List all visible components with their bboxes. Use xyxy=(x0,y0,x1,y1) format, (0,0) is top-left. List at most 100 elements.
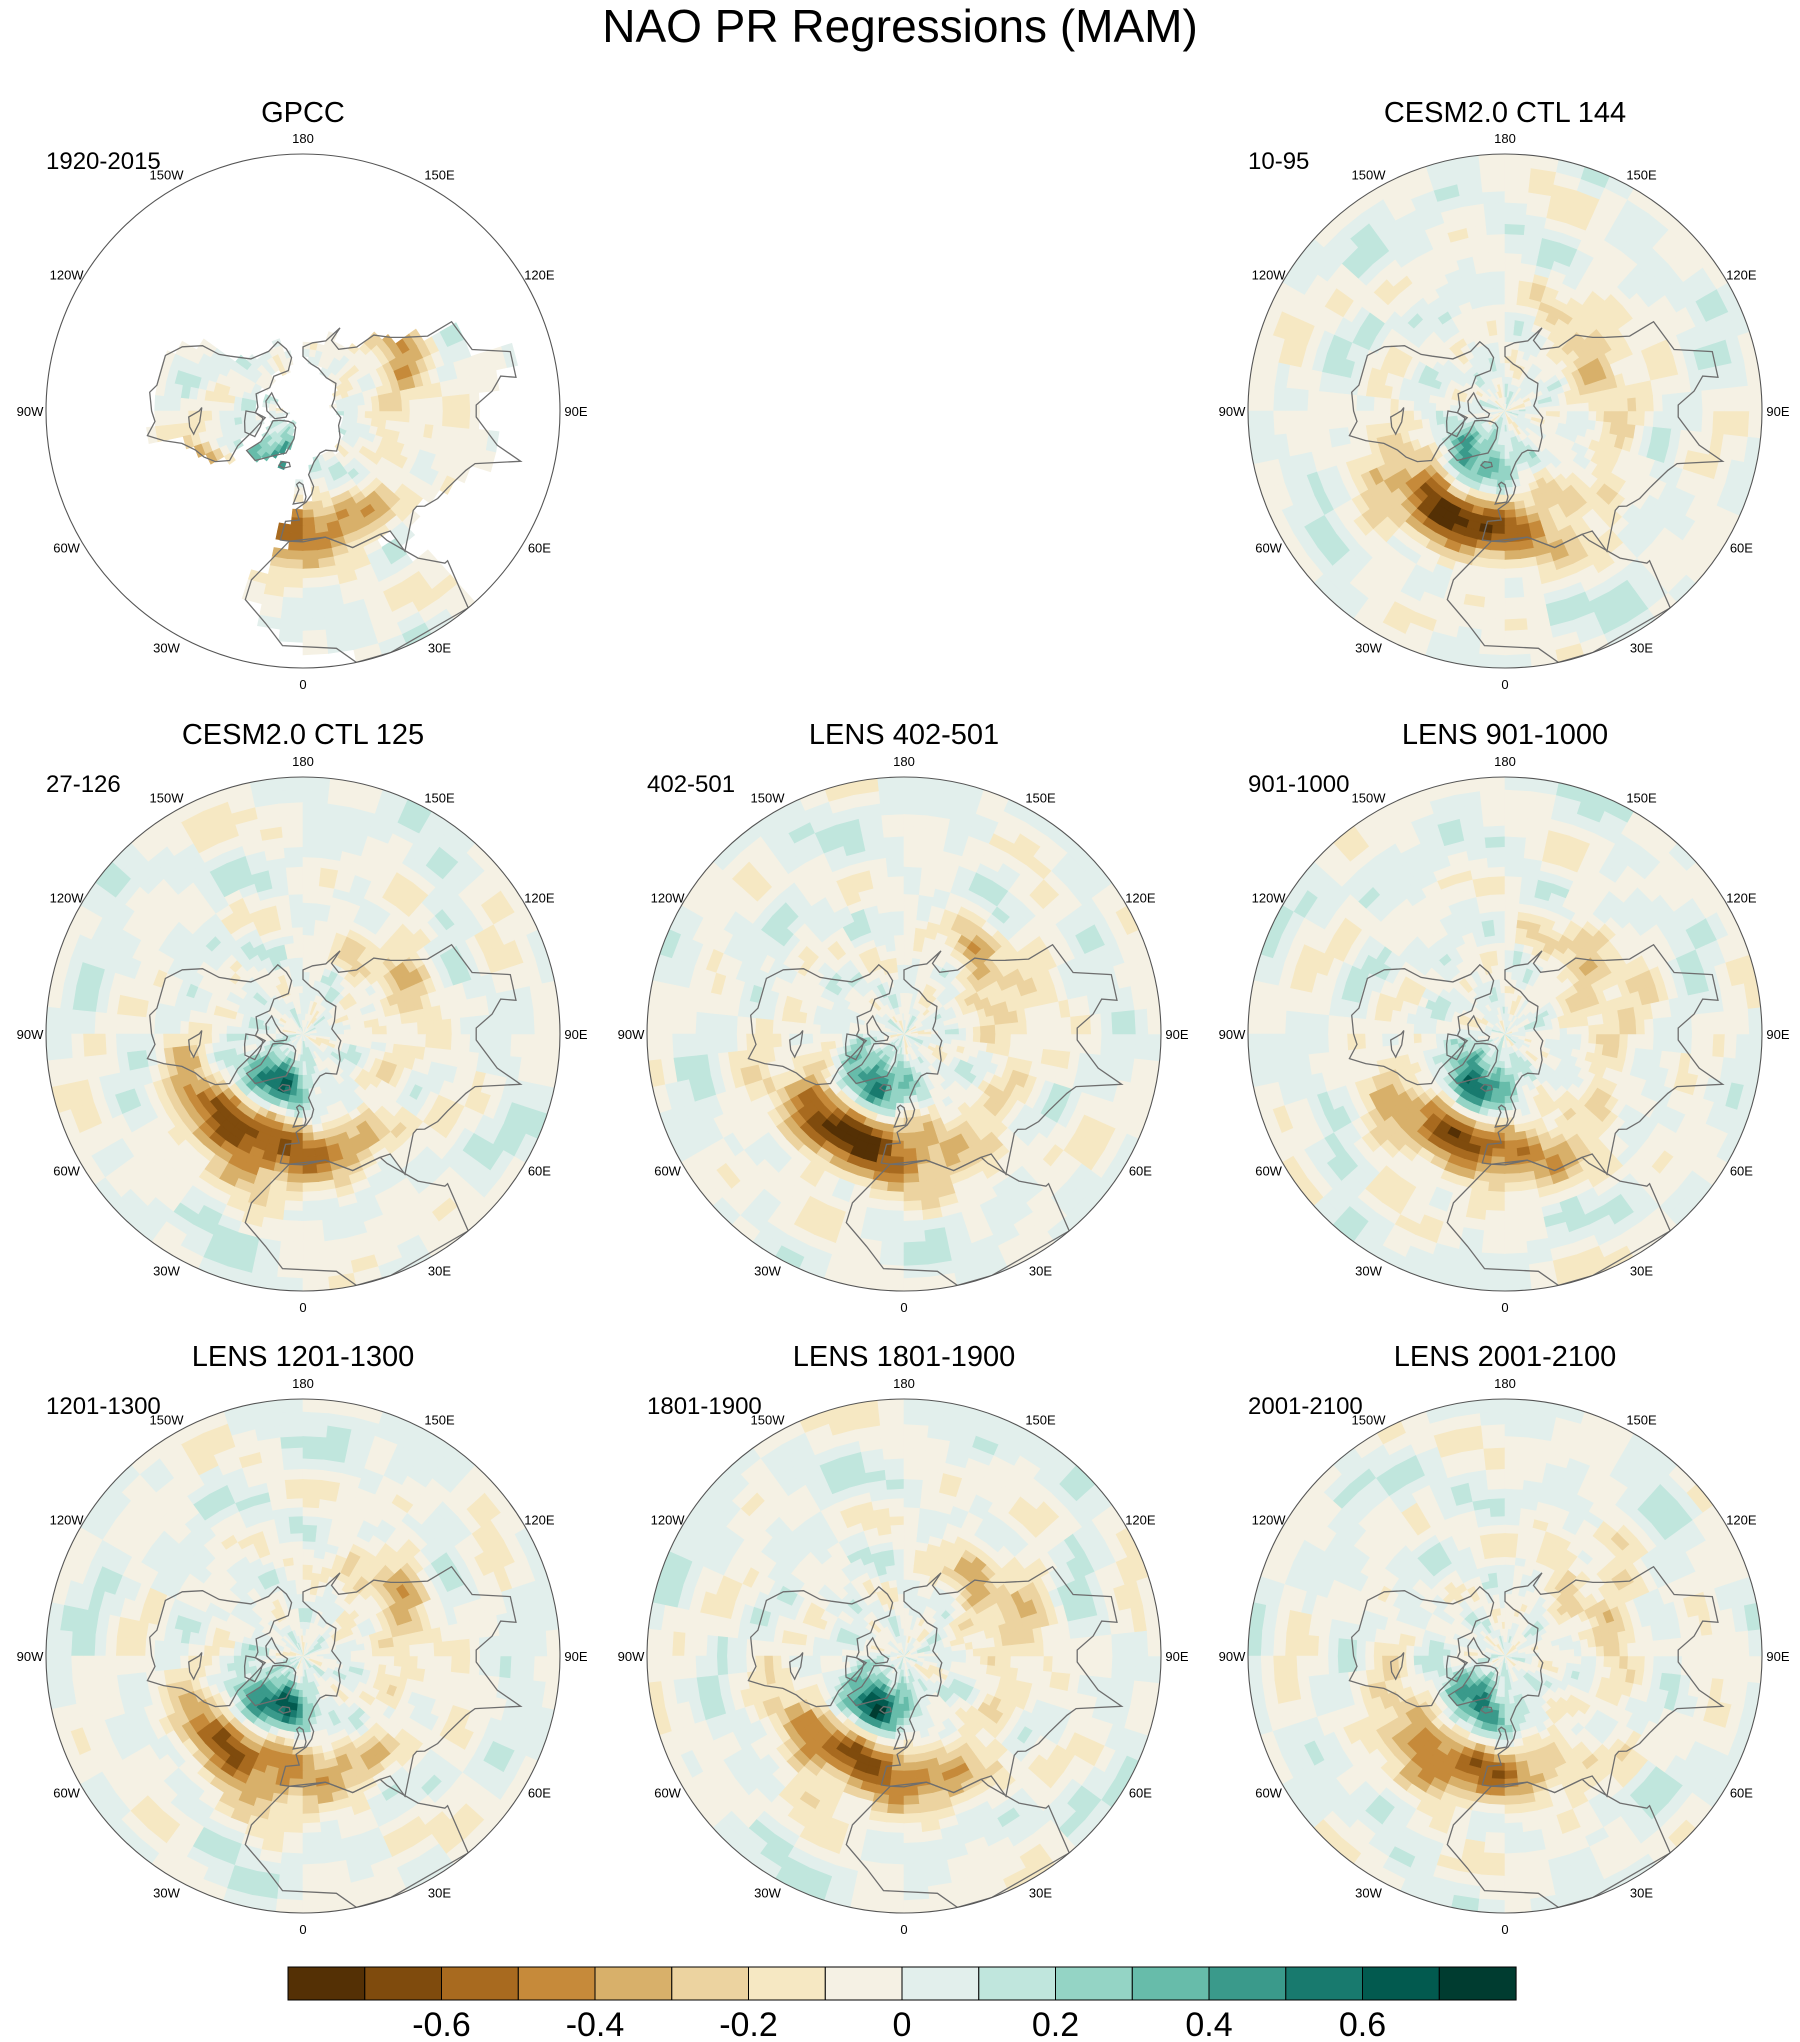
field-cell xyxy=(371,1025,380,1035)
field-cell xyxy=(294,957,304,966)
field-cell xyxy=(881,825,905,839)
field-cell xyxy=(1442,404,1452,412)
field-cell xyxy=(884,1209,905,1222)
field-cell xyxy=(282,1219,304,1232)
field-cell xyxy=(1504,540,1520,551)
field-cell xyxy=(295,964,304,973)
field-cell xyxy=(1479,166,1506,182)
field-cell xyxy=(432,410,443,426)
field-cell xyxy=(302,617,327,631)
field-cell xyxy=(1487,567,1506,579)
field-cell xyxy=(468,1015,480,1035)
field-cell xyxy=(408,1033,418,1047)
field-cell xyxy=(727,1015,739,1035)
field-cell xyxy=(1248,410,1263,439)
field-cell xyxy=(1146,1006,1161,1035)
field-cell xyxy=(302,836,324,849)
field-cell xyxy=(1121,1033,1136,1059)
field-cell xyxy=(1626,410,1637,426)
field-cell xyxy=(509,1010,523,1035)
field-cell xyxy=(371,402,380,412)
field-cell xyxy=(1051,1033,1062,1051)
field-cell xyxy=(94,1033,108,1057)
field-cell xyxy=(364,1026,373,1035)
field-cell xyxy=(378,410,387,421)
field-cell xyxy=(903,1209,924,1222)
field-cell xyxy=(1504,296,1518,306)
field-cell xyxy=(755,1033,766,1050)
coastlines xyxy=(146,320,523,664)
field-cell xyxy=(293,950,304,959)
field-cell xyxy=(1317,410,1330,431)
field-cell xyxy=(1405,400,1415,412)
lon-label: 120E xyxy=(524,891,555,906)
field-cell xyxy=(163,396,174,412)
field-cell xyxy=(302,567,321,579)
field-cell xyxy=(302,348,310,358)
field-cell xyxy=(1498,458,1506,466)
field-cell xyxy=(288,540,304,551)
field-cell xyxy=(241,1020,250,1029)
field-cell xyxy=(1552,410,1560,418)
field-cell xyxy=(278,802,304,817)
field-cell xyxy=(163,1033,174,1049)
field-cell xyxy=(1490,271,1506,282)
field-cell xyxy=(126,1015,138,1035)
lon-label: 0 xyxy=(299,1300,306,1315)
field-cell xyxy=(424,1019,435,1035)
field-cell xyxy=(385,1024,395,1035)
field-cell xyxy=(302,876,320,887)
field-cell xyxy=(1502,424,1506,432)
field-cell xyxy=(1618,410,1628,425)
field-cell xyxy=(1328,410,1340,430)
field-cell xyxy=(1510,349,1519,358)
field-cells xyxy=(46,777,560,1291)
field-cell xyxy=(1480,628,1506,643)
field-cell xyxy=(450,410,461,428)
lon-label: 90W xyxy=(1219,404,1246,419)
field-cell xyxy=(1491,524,1506,534)
field-cell xyxy=(364,403,373,412)
field-cell xyxy=(1504,464,1512,474)
field-cell xyxy=(498,1011,512,1035)
field-cell xyxy=(280,606,304,620)
coastline xyxy=(1479,460,1493,469)
field-cell xyxy=(885,857,905,869)
field-cell xyxy=(1734,410,1750,437)
field-cell xyxy=(1285,387,1299,412)
field-cell xyxy=(248,404,256,412)
field-cell xyxy=(706,1033,719,1055)
field-cell xyxy=(363,1040,372,1049)
field-cell xyxy=(302,1190,321,1202)
field-cell xyxy=(322,1033,331,1038)
field-cell xyxy=(211,1024,221,1035)
panel-period: 27-126 xyxy=(46,771,121,798)
lon-label: 30W xyxy=(1355,640,1382,655)
field-cell xyxy=(450,394,461,412)
field-cell xyxy=(302,628,328,643)
field-cell xyxy=(248,1022,257,1030)
field-cell xyxy=(1504,311,1516,321)
field-cell xyxy=(903,1240,928,1254)
field-cell xyxy=(234,1019,243,1028)
field-cell xyxy=(287,549,304,560)
field-cell xyxy=(1373,410,1384,426)
field-cell xyxy=(268,407,277,412)
field-cell xyxy=(876,1276,905,1291)
field-cell xyxy=(282,836,304,849)
field-cell xyxy=(1488,253,1506,264)
panel-period: 1920-2015 xyxy=(46,148,161,175)
field-cell xyxy=(416,397,426,412)
field-cell xyxy=(1133,1033,1149,1060)
field-cell xyxy=(302,934,314,944)
field-cell xyxy=(509,1033,523,1058)
field-cell xyxy=(378,1033,387,1044)
field-cell xyxy=(1499,451,1506,459)
field-cell xyxy=(1504,376,1509,385)
field-cell xyxy=(203,1023,213,1035)
field-cell xyxy=(293,942,304,952)
lon-label: 30E xyxy=(428,1263,451,1278)
lon-label: 90W xyxy=(17,1027,44,1042)
field-cell xyxy=(279,1240,304,1254)
field-cell xyxy=(302,1219,324,1232)
